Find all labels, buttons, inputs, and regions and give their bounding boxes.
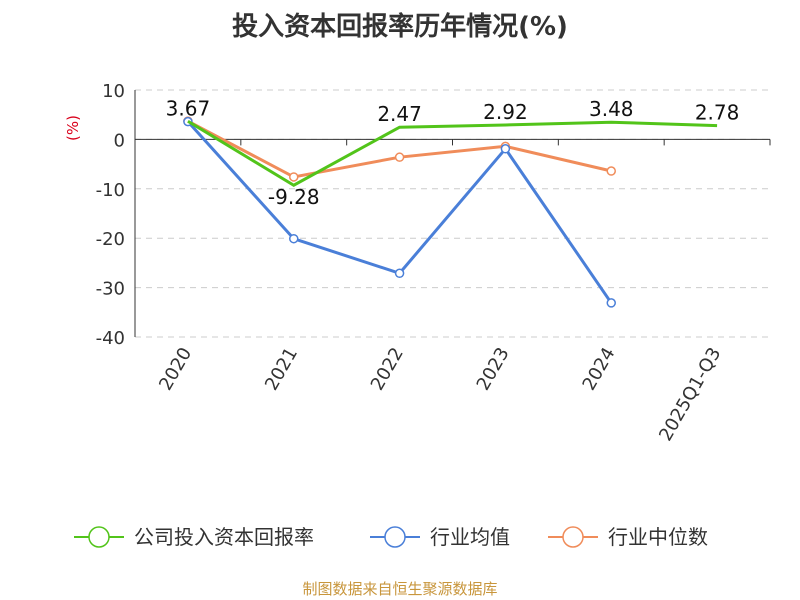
y-tick-label: -40	[96, 328, 125, 349]
x-tick-label: 2024	[578, 344, 619, 394]
legend-marker	[88, 526, 110, 548]
data-label: -9.28	[268, 185, 320, 209]
data-label: 2.92	[483, 100, 528, 124]
y-tick-label: -20	[96, 229, 125, 250]
data-label: 2.78	[695, 101, 740, 125]
legend-label: 公司投入资本回报率	[134, 525, 314, 549]
legend-marker	[384, 526, 406, 548]
x-tick-label: 2021	[261, 344, 302, 394]
y-tick-label: 0	[114, 130, 125, 151]
legend-label: 行业中位数	[608, 525, 708, 549]
data-point	[606, 298, 616, 308]
data-point	[289, 172, 299, 182]
series-line	[187, 119, 612, 179]
legend-label: 行业均值	[430, 525, 510, 549]
x-tick-label: 2023	[473, 344, 514, 394]
data-label: 2.47	[377, 102, 422, 126]
x-tick-label: 2020	[155, 344, 196, 394]
y-axis-unit-label: (%)	[64, 115, 82, 141]
y-tick-label: -10	[96, 180, 125, 201]
y-tick-label: 10	[102, 81, 125, 102]
data-label: 3.48	[589, 97, 634, 121]
data-point	[606, 166, 616, 176]
series-line	[187, 119, 718, 187]
chart-title: 投入资本回报率历年情况(%)	[232, 12, 568, 42]
data-point	[500, 144, 511, 154]
data-source-footer: 制图数据来自恒生聚源数据库	[302, 580, 498, 598]
data-label: 3.67	[166, 96, 211, 120]
legend-marker	[562, 526, 584, 548]
data-point	[394, 152, 405, 162]
x-tick-label: 2022	[367, 344, 408, 394]
data-point	[394, 268, 405, 279]
data-point	[289, 233, 299, 244]
y-tick-label: -30	[96, 279, 125, 300]
x-tick-label: 2025Q1-Q3	[655, 344, 725, 445]
